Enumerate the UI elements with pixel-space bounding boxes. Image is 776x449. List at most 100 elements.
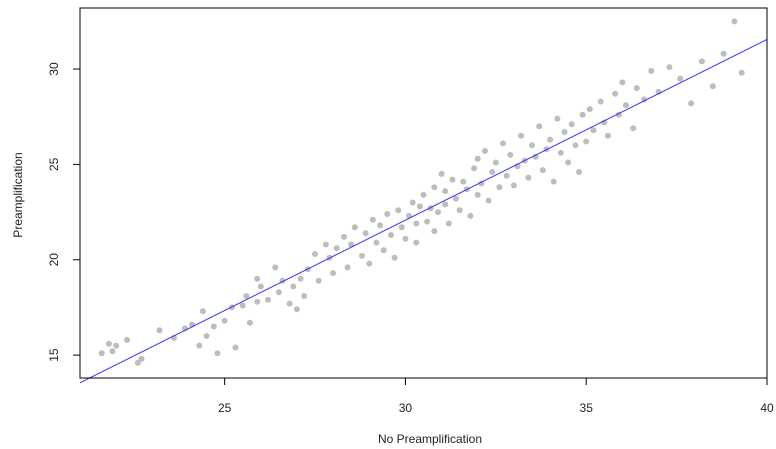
data-point — [109, 348, 116, 355]
data-point — [612, 90, 619, 97]
data-point — [554, 115, 561, 122]
data-point — [239, 302, 246, 309]
data-point — [474, 155, 481, 162]
data-point — [301, 293, 308, 299]
data-point — [467, 212, 474, 219]
data-point — [500, 140, 506, 147]
data-point — [597, 98, 604, 105]
data-point — [442, 201, 449, 208]
data-point — [265, 296, 271, 303]
data-point — [138, 355, 145, 362]
data-point — [619, 79, 626, 86]
data-point — [460, 178, 467, 185]
data-point — [576, 169, 582, 175]
data-point — [196, 342, 203, 349]
data-point — [344, 264, 351, 271]
y-axis-label: Preamplification — [11, 152, 25, 237]
data-point — [641, 96, 648, 103]
data-point — [254, 298, 261, 305]
data-point — [604, 132, 611, 139]
data-point — [503, 172, 510, 179]
data-point — [246, 319, 253, 326]
data-point — [402, 235, 409, 242]
data-point — [601, 119, 608, 126]
data-point — [416, 203, 423, 210]
data-point — [492, 159, 499, 166]
data-point — [529, 142, 535, 149]
data-point — [134, 359, 141, 366]
data-point — [630, 125, 637, 132]
data-point — [272, 264, 279, 271]
data-point — [709, 83, 716, 90]
data-point — [369, 216, 376, 223]
data-point — [482, 148, 488, 154]
data-point — [420, 191, 427, 198]
data-point — [456, 207, 463, 214]
data-point — [380, 247, 387, 254]
data-point — [377, 222, 384, 229]
data-point — [373, 239, 380, 246]
data-point — [293, 306, 300, 313]
data-point — [413, 239, 420, 246]
data-point — [105, 340, 112, 347]
data-point — [496, 184, 503, 191]
data-point — [474, 191, 481, 198]
data-point — [398, 224, 405, 231]
data-point — [384, 211, 391, 217]
data-point — [98, 350, 105, 357]
data-point — [557, 149, 564, 156]
data-point — [388, 232, 394, 238]
data-point — [518, 132, 525, 139]
x-tick-label: 40 — [760, 401, 774, 415]
data-point — [449, 176, 456, 183]
data-point — [315, 277, 322, 284]
data-point — [435, 209, 441, 216]
data-point — [409, 199, 416, 206]
data-point — [232, 344, 239, 351]
data-point — [341, 233, 347, 240]
data-point — [359, 252, 365, 259]
data-point — [550, 178, 557, 185]
data-point — [623, 102, 629, 109]
y-axis-ticks: 15 20 25 30 — [47, 62, 80, 362]
data-point — [322, 241, 329, 248]
data-point — [254, 275, 261, 282]
y-tick-label: 30 — [47, 62, 61, 76]
data-point — [431, 228, 438, 235]
data-point — [583, 138, 590, 145]
data-point — [590, 127, 597, 134]
data-point — [424, 218, 431, 225]
y-tick-label: 25 — [47, 157, 61, 171]
data-point — [561, 129, 568, 135]
plot-frame — [79, 7, 768, 379]
regression-line — [79, 39, 768, 384]
data-point — [221, 317, 228, 324]
x-tick-label: 30 — [399, 401, 413, 415]
data-point — [156, 327, 163, 334]
data-point — [413, 220, 420, 227]
data-point — [431, 184, 438, 191]
data-point — [568, 121, 575, 128]
data-point — [312, 251, 318, 257]
data-point — [257, 283, 264, 290]
data-point — [445, 220, 452, 227]
x-axis-label: No Preamplification — [378, 432, 482, 446]
data-point — [366, 260, 373, 267]
data-point — [666, 64, 673, 71]
data-point — [677, 75, 684, 82]
scatter-points — [98, 18, 745, 366]
data-point — [210, 323, 217, 330]
data-point — [688, 100, 695, 107]
data-point — [330, 270, 337, 277]
y-tick-label: 15 — [47, 348, 61, 362]
data-point — [547, 136, 554, 143]
data-point — [507, 151, 514, 158]
data-point — [290, 283, 297, 290]
data-point — [124, 336, 130, 343]
data-point — [286, 300, 293, 307]
data-point — [525, 174, 532, 181]
data-point — [333, 245, 340, 252]
data-point — [478, 180, 485, 187]
data-point — [489, 169, 496, 175]
